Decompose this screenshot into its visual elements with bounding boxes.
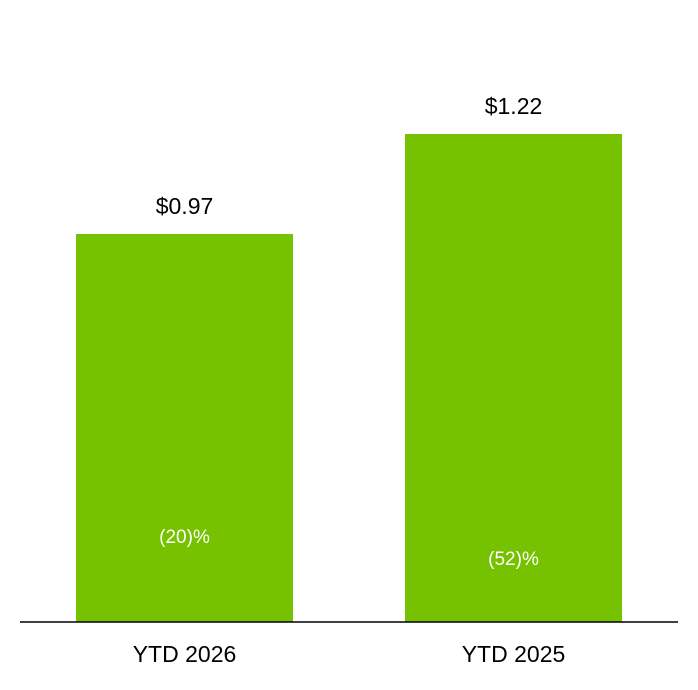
value-label: $1.22: [485, 93, 543, 119]
bar: [76, 234, 293, 622]
value-label: $0.97: [156, 193, 214, 219]
x-tick-label: YTD 2025: [462, 641, 566, 667]
annotation: (20)%: [159, 527, 210, 548]
x-tick-label: YTD 2026: [133, 641, 237, 667]
bar: [405, 134, 622, 622]
annotation: (52)%: [488, 549, 539, 570]
